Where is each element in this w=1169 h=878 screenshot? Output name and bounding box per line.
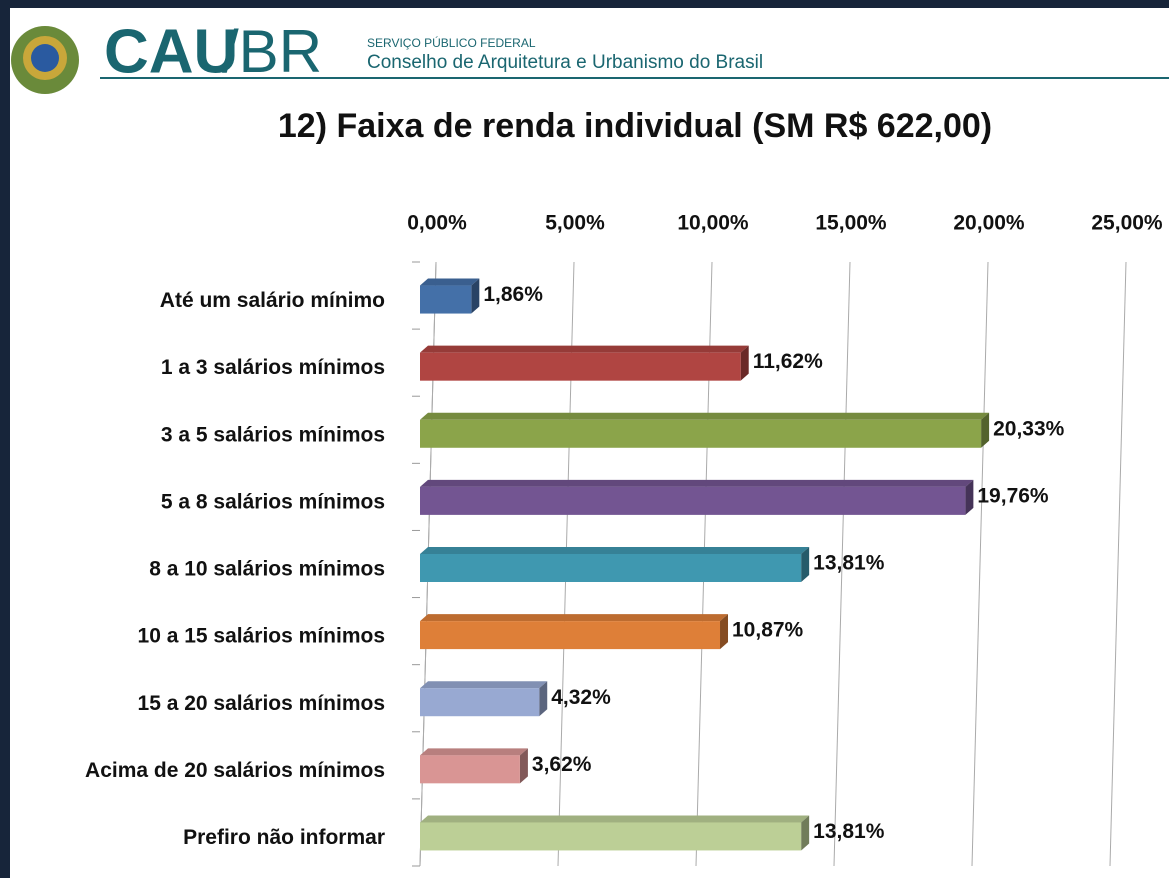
data-label: 10,87%: [732, 619, 804, 642]
logo-suffix: /BR: [222, 18, 322, 85]
x-tick-label: 20,00%: [953, 212, 1025, 235]
bar-side: [981, 412, 990, 448]
x-tick-label: 15,00%: [815, 212, 887, 235]
y-tick-label: 10 a 15 salários mínimos: [138, 625, 385, 648]
bar-side: [801, 547, 810, 582]
data-label: 20,33%: [993, 417, 1065, 440]
x-tick-label: 5,00%: [545, 212, 605, 235]
bar-side: [965, 479, 974, 515]
y-tick-label: 8 a 10 salários mínimos: [149, 558, 385, 581]
emblem: [11, 26, 79, 94]
bar-top: [420, 681, 548, 689]
logo: CAU: [104, 17, 238, 86]
bar: [420, 621, 721, 650]
bar-top: [420, 815, 810, 823]
bar-top: [420, 547, 810, 554]
bar-top: [420, 278, 480, 286]
data-label: 13,81%: [813, 552, 885, 575]
bar-side: [720, 614, 729, 650]
bar-top: [420, 748, 528, 756]
y-tick-label: Prefiro não informar: [183, 826, 385, 849]
y-tick-label: Acima de 20 salários mínimos: [85, 759, 385, 782]
bar: [420, 285, 472, 314]
grid-line: [971, 261, 989, 867]
bar: [420, 554, 802, 582]
chart-title: 12) Faixa de renda individual (SM R$ 622…: [278, 107, 992, 145]
bar-side: [740, 345, 749, 381]
x-tick-label: 25,00%: [1091, 212, 1163, 235]
y-tick-label: 15 a 20 salários mínimos: [138, 692, 385, 715]
bar-top: [420, 412, 990, 420]
bar: [420, 352, 741, 381]
bar-top: [420, 345, 749, 353]
bar-side: [519, 748, 528, 784]
y-tick-label: Até um salário mínimo: [160, 289, 385, 312]
council-label: Conselho de Arquitetura e Urbanismo do B…: [367, 52, 763, 73]
data-label: 3,62%: [532, 753, 592, 776]
bar: [420, 486, 966, 515]
data-label: 19,76%: [977, 484, 1049, 507]
data-label: 11,62%: [753, 350, 823, 373]
y-tick-label: 1 a 3 salários mínimos: [161, 356, 385, 379]
data-label: 4,32%: [551, 686, 611, 709]
bar-top: [420, 614, 729, 622]
grid-line: [833, 261, 851, 867]
service-label: SERVIÇO PÚBLICO FEDERAL: [367, 35, 536, 50]
x-tick-label: 0,00%: [407, 212, 467, 235]
data-label: 13,81%: [813, 820, 885, 843]
grid-line: [1109, 261, 1127, 867]
bar: [420, 755, 520, 784]
y-tick-label: 5 a 8 salários mínimos: [161, 490, 385, 513]
bar: [420, 822, 802, 851]
bar-side: [801, 815, 810, 851]
bar: [420, 688, 540, 717]
bar-top: [420, 479, 974, 487]
data-label: 1,86%: [483, 283, 543, 306]
y-tick-label: 3 a 5 salários mínimos: [161, 423, 385, 446]
bar-side: [471, 278, 480, 314]
x-tick-label: 10,00%: [677, 212, 749, 235]
bar-side: [539, 681, 548, 717]
bar: [420, 419, 982, 448]
